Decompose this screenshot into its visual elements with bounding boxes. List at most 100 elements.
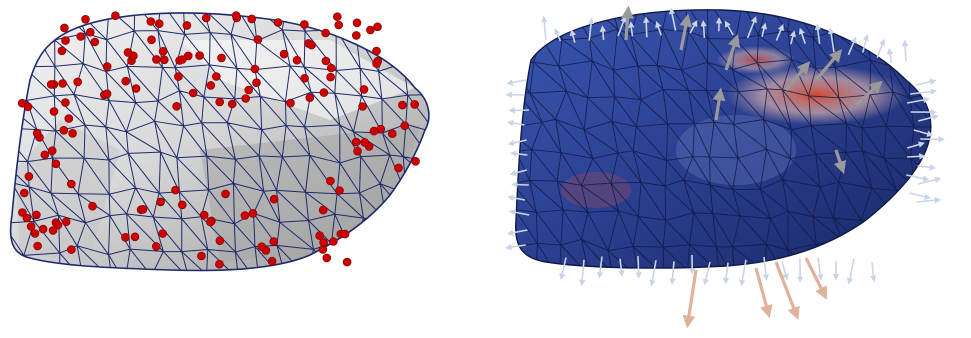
sample-point xyxy=(160,55,169,65)
displacement-arrow xyxy=(739,259,747,287)
displacement-arrow xyxy=(724,20,734,36)
sample-point xyxy=(286,98,295,108)
displacement-arrow xyxy=(827,27,835,53)
sample-point xyxy=(26,222,36,231)
sample-point xyxy=(121,76,130,86)
sample-point xyxy=(279,49,289,59)
sample-point xyxy=(305,93,315,102)
shadow-facet xyxy=(200,125,420,262)
sample-point xyxy=(394,163,403,173)
sample-point xyxy=(400,121,410,130)
sample-point xyxy=(334,20,344,30)
sample-point xyxy=(67,179,76,189)
displacement-arrow xyxy=(508,209,530,216)
sample-point xyxy=(244,85,253,95)
sample-point xyxy=(326,72,335,82)
displacement-arrow xyxy=(507,139,527,147)
sample-point xyxy=(60,23,69,33)
sample-point xyxy=(241,94,250,103)
sample-point xyxy=(212,72,221,81)
displacement-arrow xyxy=(798,27,806,44)
sample-point xyxy=(340,229,350,239)
sample-point xyxy=(269,237,279,246)
sample-point xyxy=(253,35,263,44)
sample-point xyxy=(307,40,316,50)
sample-point xyxy=(121,233,130,242)
sample-point xyxy=(398,100,407,110)
sample-point xyxy=(247,14,256,24)
sample-point xyxy=(358,102,367,111)
sample-point xyxy=(372,59,381,68)
right-panel-viewport xyxy=(486,0,971,338)
sample-point xyxy=(321,56,331,66)
displacement-arrow xyxy=(628,21,635,37)
sample-point xyxy=(322,253,332,263)
displacement-arrow xyxy=(724,33,741,71)
sample-point xyxy=(81,14,90,24)
sample-point xyxy=(300,74,309,83)
sample-point xyxy=(172,102,181,111)
displacement-arrow xyxy=(917,176,942,185)
sample-point xyxy=(73,77,82,87)
sample-point xyxy=(273,18,283,27)
sample-points xyxy=(17,11,420,269)
displacement-arrow xyxy=(847,36,857,56)
sample-point xyxy=(215,259,224,269)
sample-point xyxy=(90,37,100,47)
sample-point xyxy=(359,85,369,94)
displacement-arrow xyxy=(621,5,634,41)
sample-point xyxy=(61,217,71,226)
displacement-arrow xyxy=(876,38,886,58)
sample-point xyxy=(267,256,277,266)
sample-point xyxy=(319,88,329,97)
sample-point xyxy=(154,19,164,29)
sample-point xyxy=(86,27,95,37)
sample-point xyxy=(231,11,241,20)
sample-point xyxy=(46,80,56,89)
sample-point xyxy=(88,201,97,211)
sample-point xyxy=(373,22,382,32)
sample-point xyxy=(351,31,361,40)
sample-point xyxy=(59,126,69,135)
sample-point xyxy=(217,53,226,63)
displacement-arrow xyxy=(870,262,877,283)
sample-point xyxy=(158,229,167,238)
displacement-arrow xyxy=(907,153,926,160)
highlight-facet xyxy=(180,40,415,120)
sample-point xyxy=(146,17,156,26)
sample-point xyxy=(372,46,381,56)
displacement-arrow xyxy=(774,261,800,320)
displacement-arrow xyxy=(916,197,942,204)
mesh-edges xyxy=(515,9,931,269)
displacement-arrow xyxy=(505,243,526,251)
sample-point xyxy=(102,62,112,71)
displacement-arrow xyxy=(915,78,937,86)
displacement-arrow xyxy=(702,261,711,286)
displacement-arrow xyxy=(854,80,883,107)
hot-region xyxy=(726,65,906,125)
liver-mesh-with-points xyxy=(9,11,430,272)
mesh-outline xyxy=(514,9,932,269)
displacement-arrow xyxy=(669,261,676,285)
sample-point xyxy=(206,81,216,90)
displacement-arrow xyxy=(635,256,642,279)
displacement-arrow xyxy=(511,181,529,188)
sample-point xyxy=(360,138,370,147)
sample-point xyxy=(318,205,328,215)
displacement-arrow xyxy=(846,258,855,285)
sample-point xyxy=(147,35,156,45)
displacement-arrow xyxy=(814,49,843,82)
sample-point xyxy=(178,55,187,64)
sample-point xyxy=(40,150,50,160)
displacement-arrow xyxy=(689,20,698,34)
sample-point xyxy=(48,226,58,235)
sample-point xyxy=(215,236,225,245)
sample-point xyxy=(131,84,141,93)
sample-point xyxy=(326,176,335,186)
sample-point xyxy=(352,18,362,28)
mesh-surface xyxy=(515,9,931,269)
sample-point xyxy=(53,220,63,230)
displacement-arrow xyxy=(817,257,824,281)
sample-point xyxy=(342,257,352,267)
sample-point xyxy=(33,241,42,251)
